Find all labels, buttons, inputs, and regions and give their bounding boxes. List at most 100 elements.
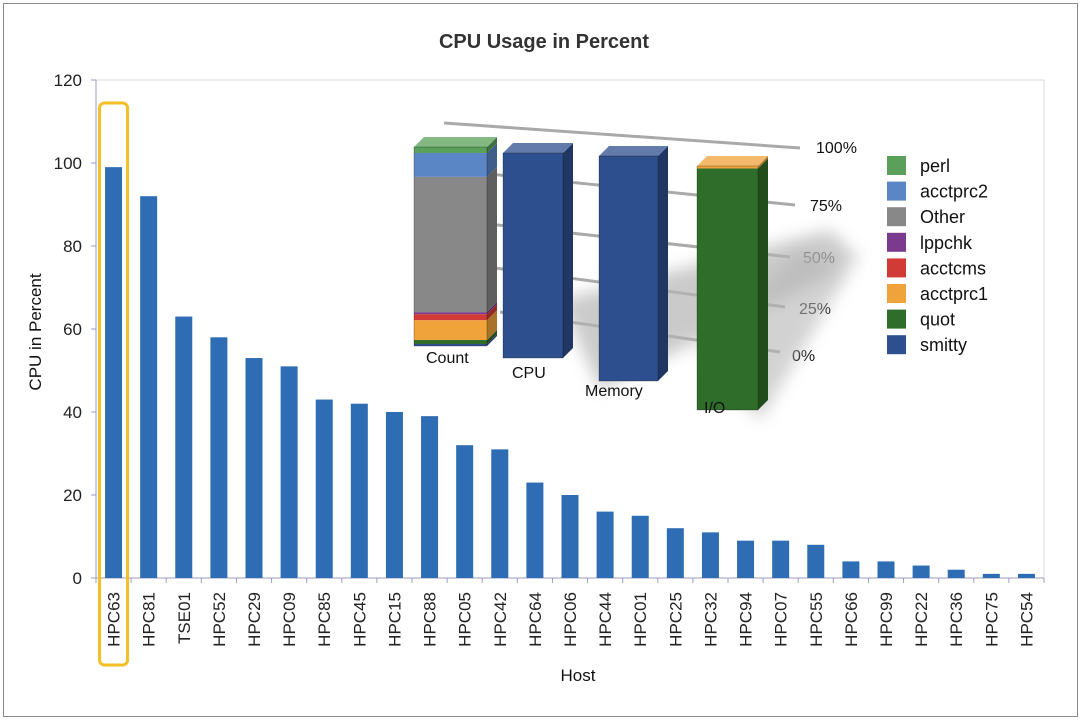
x-tick-label: HPC55 [807,592,826,647]
legend-label: acctprc1 [920,284,988,304]
bar [456,445,474,578]
inset-category-label: Count [426,350,469,367]
inset-bar-top [414,137,497,147]
highlight-box [98,101,130,667]
bar [315,399,333,578]
bar [526,482,544,578]
inset-segment-side [758,156,768,169]
x-tick-label: HPC81 [140,592,159,647]
x-tick-label: HPC42 [491,592,510,647]
x-tick-label: HPC64 [526,592,545,647]
inset-axis-tick: 75% [810,198,842,215]
inset-category-label: Memory [585,383,643,400]
y-tick-label: 100 [54,154,82,173]
legend-label: quot [920,310,955,330]
y-tick-label: 20 [63,486,82,505]
legend-label: smitty [920,335,967,355]
legend-swatch [887,335,906,355]
legend-label: acctprc2 [920,182,988,202]
x-tick-label: HPC01 [631,592,650,647]
bar [140,196,158,578]
inset-segment [414,176,487,313]
bar [385,412,403,578]
inset-segment [503,153,563,358]
inset-segment-side [487,310,497,341]
bar [105,167,123,578]
bar [175,316,193,578]
x-tick-label: HPC85 [315,592,334,647]
inset-segment [414,147,487,153]
y-tick-label: 120 [54,71,82,90]
bar [491,449,509,578]
inset-segment [599,156,658,381]
x-tick-label: HPC99 [877,592,896,647]
bar [701,532,719,578]
inset-segment-side [487,304,497,321]
inset-segment [414,314,487,321]
legend-swatch [887,156,906,175]
bar [982,573,1000,578]
inset-gridline [443,121,801,150]
inset-segment [414,344,487,346]
inset-bar-top [503,143,573,153]
y-tick-label: 60 [63,320,82,339]
bar [421,416,439,578]
x-tick-label: HPC06 [561,592,580,647]
x-tick-label: HPC52 [210,592,229,647]
bar [912,565,930,578]
inset-segment-side [563,143,573,358]
bar [666,528,684,578]
inset-segment-side [487,166,497,313]
bar [350,403,368,578]
x-tick-label: HPC44 [596,592,615,647]
inset-segment-side [487,334,497,346]
legend-swatch [887,258,906,278]
bar [280,366,298,578]
inset-bar-outline [413,146,488,347]
inset-segment-side [758,158,768,410]
legend-label: Other [920,207,965,227]
bar [737,540,755,578]
inset-segment [414,320,487,341]
inset-category-label: CPU [512,365,546,382]
legend-swatch [887,284,906,303]
x-tick-label: HPC05 [456,592,475,647]
inset-segment [414,340,487,345]
x-tick-label: HPC94 [737,592,756,647]
x-tick-label: HPC25 [666,592,685,647]
bar [842,561,860,578]
legend-swatch [887,181,906,201]
bar [1017,573,1035,578]
bar [877,561,895,578]
x-tick-label: TSE01 [175,592,194,644]
inset-segment-side [487,302,497,315]
x-tick-label: HPC15 [385,592,404,647]
legend-label: perl [920,156,950,176]
bar [210,337,228,578]
x-tick-label: HPC07 [772,592,791,647]
x-tick-label: HPC88 [421,592,440,647]
inset-bar-outline [598,155,659,382]
inset-bar-top [697,156,768,166]
bar [596,511,614,578]
x-tick-label: HPC22 [912,592,931,647]
y-tick-label: 40 [63,403,82,422]
x-tick-label: HPC32 [701,592,720,647]
bar [631,515,649,578]
bar [245,358,263,578]
inset-segment-side [487,137,497,153]
x-axis-label: Host [561,666,596,685]
inset-bar-outline [696,165,759,411]
x-tick-label: HPC75 [982,592,1001,647]
legend-swatch [887,309,906,329]
x-tick-label: HPC54 [1017,592,1036,647]
plot-area: 0 20 40 60 80 100 120 HPC63 HPC81 TSE01 HPC52 HPC29… [54,71,1045,667]
inset-bar-top [599,146,668,156]
y-tick-label: 80 [63,237,82,256]
x-tick-label: HPC29 [245,592,264,647]
x-tick-label: HPC36 [947,592,966,647]
inset-segment [414,312,487,315]
inset-segment [414,152,487,177]
inset-axis-tick: 100% [816,140,857,157]
